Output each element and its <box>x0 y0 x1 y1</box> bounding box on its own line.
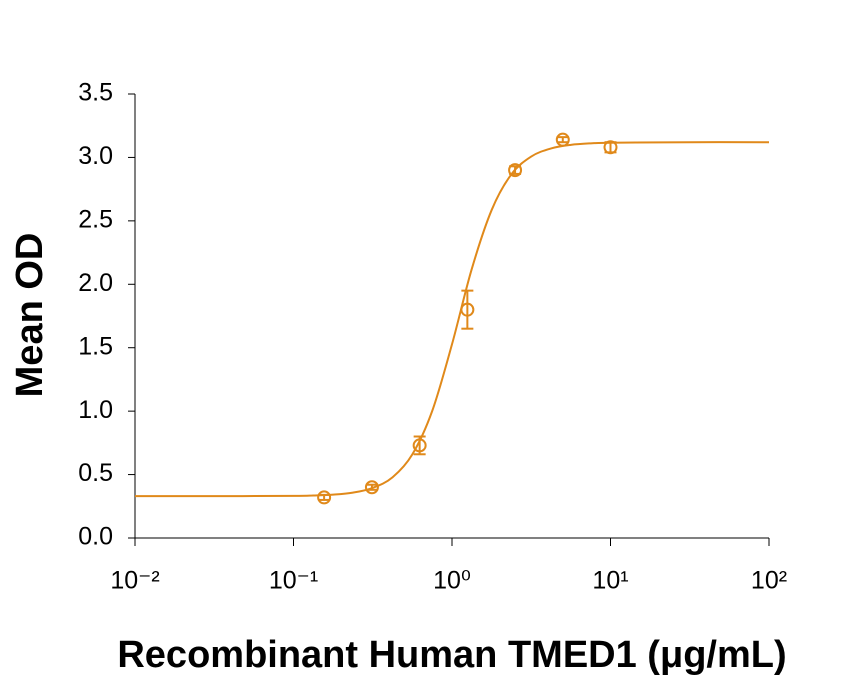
y-tick-label: 1.5 <box>78 332 113 360</box>
x-tick-label: 10⁻² <box>110 567 159 595</box>
y-tick-label: 2.0 <box>78 269 113 297</box>
x-axis-title: Recombinant Human TMED1 (μg/mL) <box>117 634 786 676</box>
x-tick-label: 10² <box>751 567 787 595</box>
x-tick-label: 10¹ <box>592 567 628 595</box>
y-tick-label: 2.5 <box>78 205 113 233</box>
y-tick-label: 0.0 <box>78 523 113 551</box>
fit-curve <box>134 141 770 498</box>
error-bar <box>461 289 474 330</box>
y-tick-label: 1.0 <box>78 396 113 424</box>
error-bar <box>556 136 569 144</box>
data-point <box>364 480 379 495</box>
y-tick-label: 3.5 <box>78 79 113 107</box>
y-tick-label: 3.0 <box>78 142 113 170</box>
y-tick-label: 0.5 <box>78 459 113 487</box>
data-point <box>508 163 523 178</box>
y-axis-title: Mean OD <box>9 233 51 398</box>
data-point <box>317 490 332 505</box>
data-point <box>603 140 618 155</box>
x-tick-label: 10⁻¹ <box>269 567 318 595</box>
x-tick-label: 10⁰ <box>433 567 471 595</box>
